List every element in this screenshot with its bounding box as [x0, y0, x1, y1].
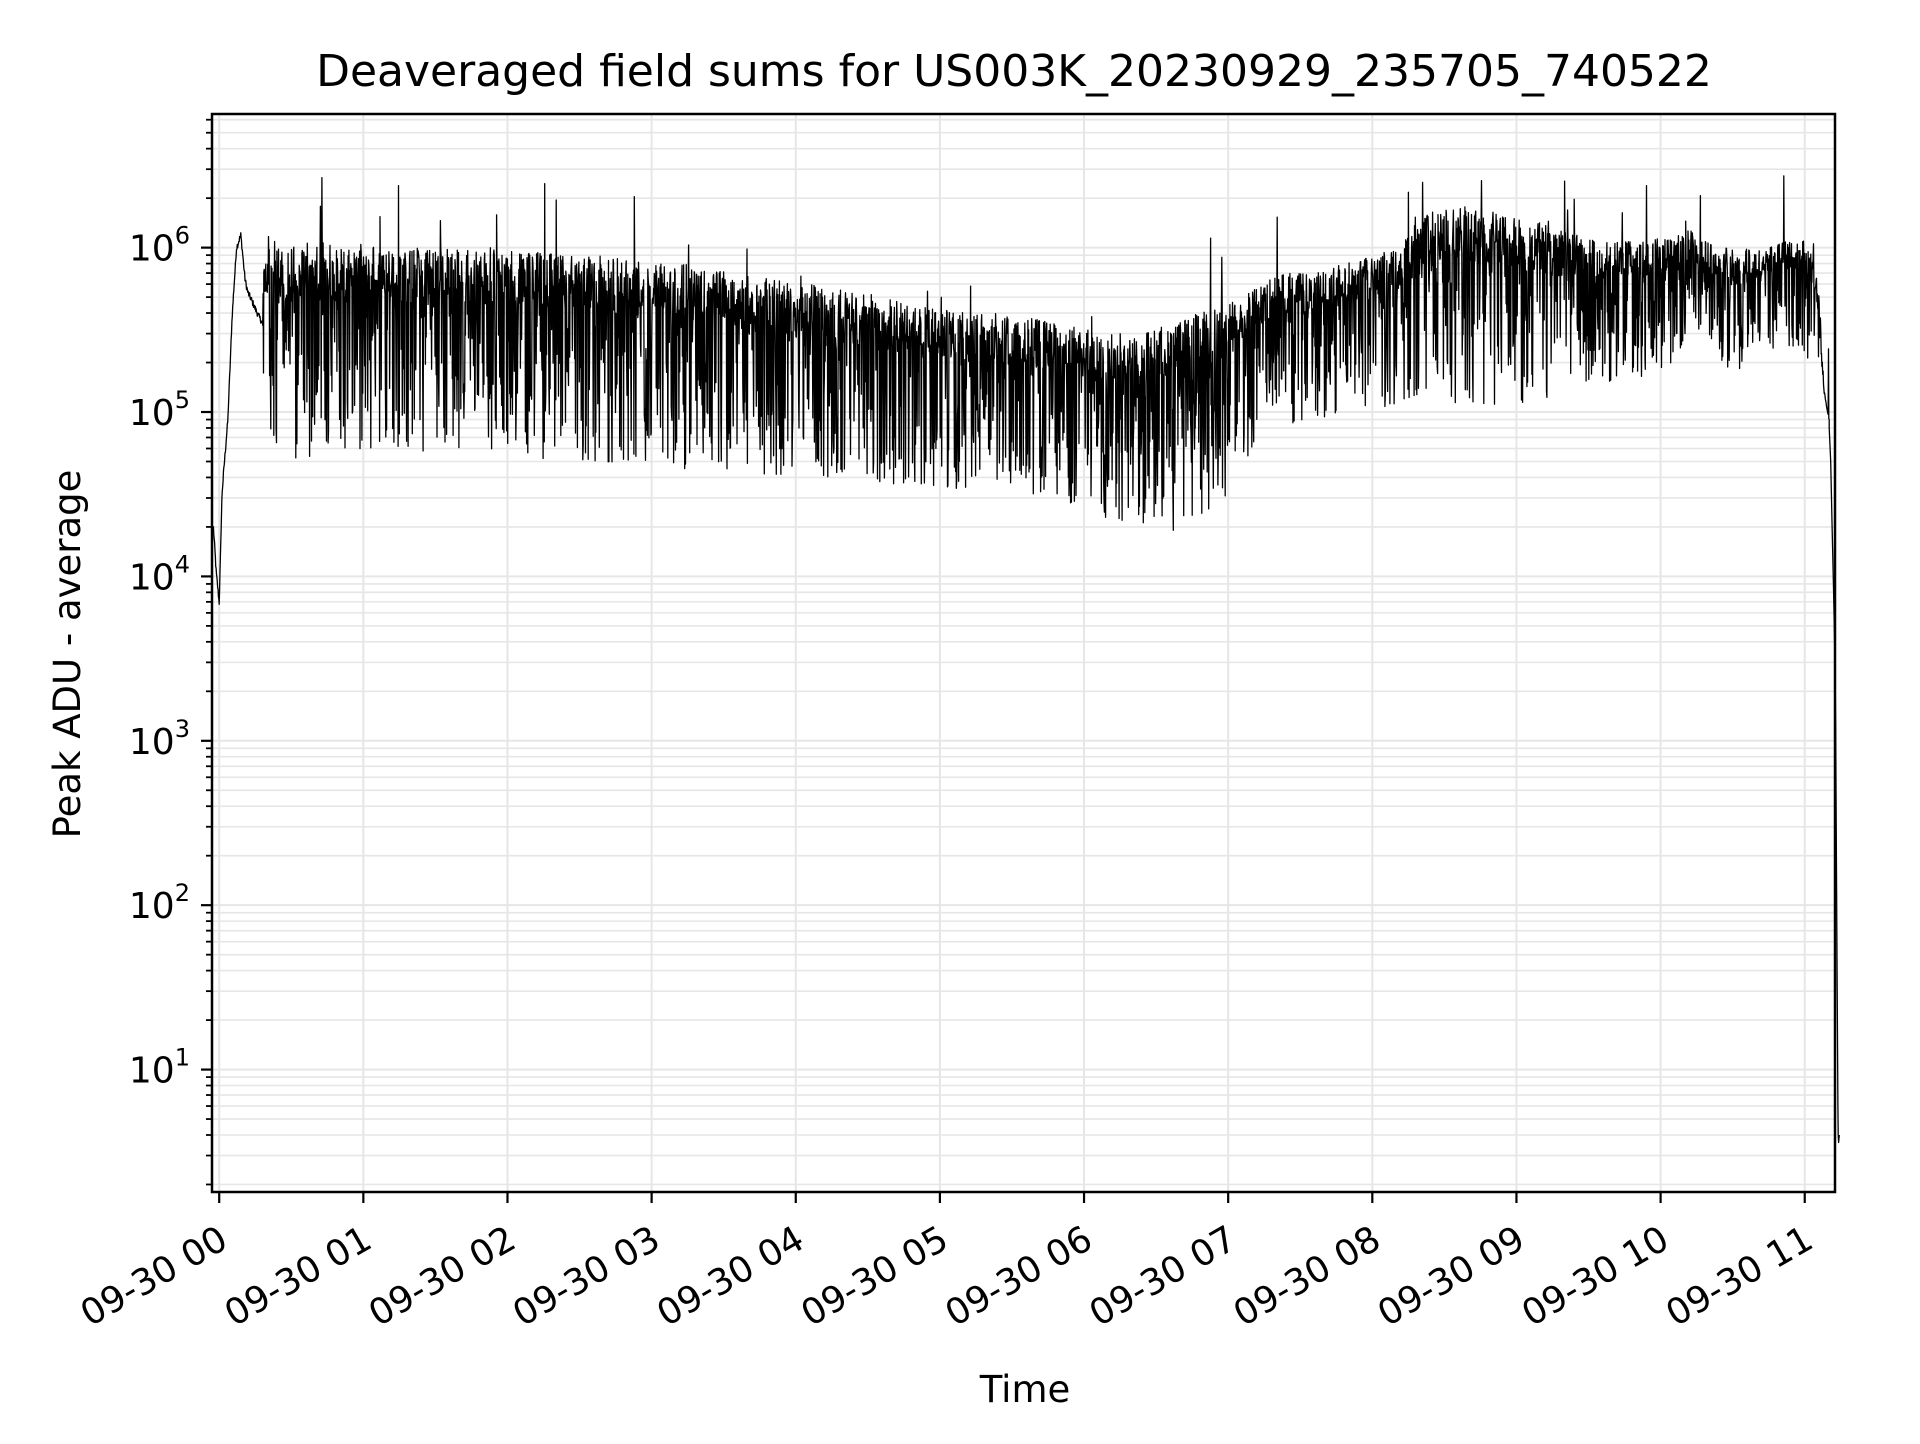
y-tick-label: 103 [129, 715, 190, 763]
x-axis-label: Time [979, 1368, 1071, 1411]
y-tick-label: 102 [129, 879, 190, 927]
y-tick-label: 105 [129, 386, 190, 434]
plot-area-frame [210, 112, 1837, 1194]
y-tick-label: 101 [129, 1044, 190, 1092]
y-tick-label: 106 [129, 222, 190, 270]
y-axis-ticks: 101 102 103 104 105 106 [129, 118, 212, 1186]
chart-title: Deaveraged field sums for US003K_2023092… [316, 46, 1712, 97]
data-series [212, 175, 1840, 1144]
y-tick-label: 104 [129, 550, 190, 598]
data-line [212, 175, 1840, 1144]
y-axis-label: Peak ADU - average [46, 470, 89, 839]
